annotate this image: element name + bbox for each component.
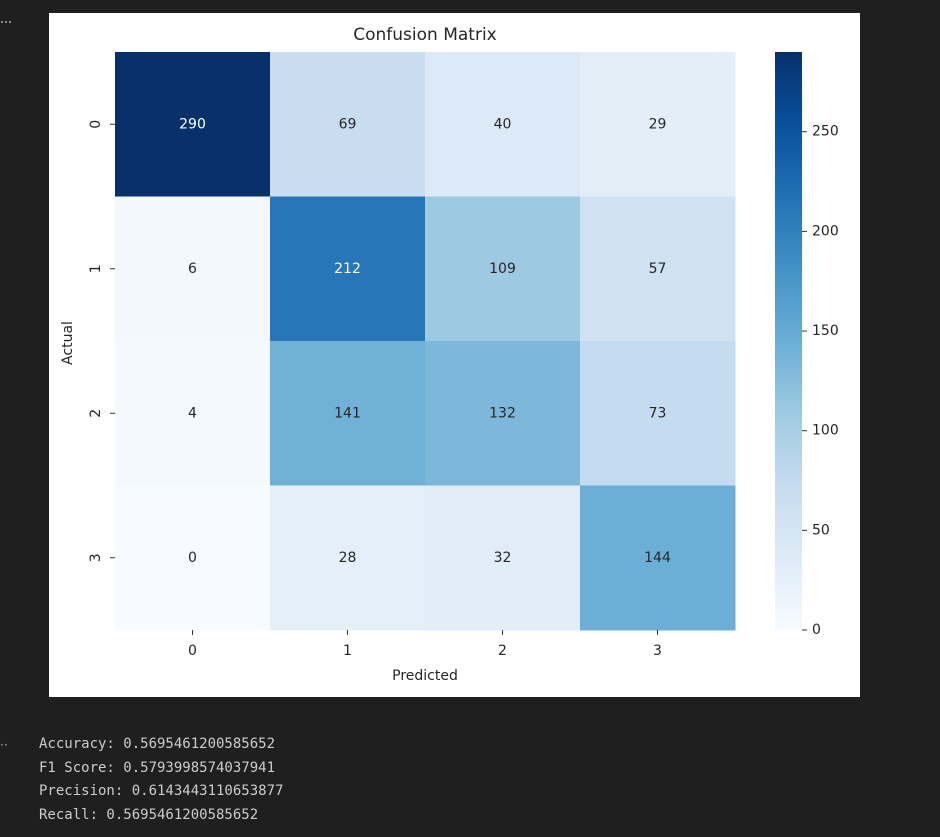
colorbar-tick-label: 200 bbox=[812, 223, 839, 239]
heatmap-cell bbox=[270, 196, 426, 342]
heatmap-cell bbox=[580, 196, 736, 342]
output-line: Precision: 0.6143443110653877 bbox=[39, 783, 284, 799]
cell-value-label: 57 bbox=[649, 261, 667, 277]
chart: Confusion Matrix Predicted Actual 290 69 4… bbox=[1, 13, 860, 697]
heatmap-cell bbox=[270, 52, 426, 197]
colorbar-tick-label: 50 bbox=[812, 522, 830, 538]
cell-value-label: 40 bbox=[494, 116, 512, 132]
output-line: Recall: 0.5695461200585652 bbox=[39, 806, 259, 823]
heatmap-cell bbox=[115, 485, 271, 631]
y-tick-label: 1 bbox=[88, 264, 104, 273]
y-tick-label: 3 bbox=[88, 553, 104, 562]
cell-value-label: 73 bbox=[649, 405, 667, 421]
cell-value-label: 132 bbox=[489, 405, 516, 421]
heatmap-cell bbox=[425, 52, 581, 197]
cell-value-label: 141 bbox=[334, 405, 361, 421]
y-tick-label: 2 bbox=[88, 409, 104, 418]
y-tick-label: 0 bbox=[88, 120, 104, 129]
colorbar bbox=[775, 52, 802, 630]
heatmap-cell bbox=[580, 485, 736, 631]
colorbar-tick-label: 0 bbox=[812, 622, 821, 638]
heatmap-cell bbox=[425, 341, 581, 486]
output-indicator: ·· bbox=[0, 738, 8, 752]
cell-value-label: 144 bbox=[644, 550, 671, 566]
x-tick-label: 0 bbox=[188, 643, 197, 659]
cell-value-label: 290 bbox=[179, 116, 206, 132]
x-axis-label: Predicted bbox=[392, 668, 458, 684]
heatmap-cell bbox=[425, 485, 581, 631]
chart-title: Confusion Matrix bbox=[353, 25, 497, 45]
colorbar-tick-label: 250 bbox=[812, 124, 839, 140]
cell-value-label: 28 bbox=[339, 550, 357, 566]
heatmap-cell bbox=[270, 341, 426, 486]
x-tick-label: 3 bbox=[653, 643, 662, 659]
heatmap-cell bbox=[115, 52, 271, 197]
cell-value-label: 109 bbox=[489, 261, 516, 277]
cell-value-label: 6 bbox=[188, 261, 197, 277]
ellipsis-icon bbox=[1, 21, 11, 23]
cell-value-label: 69 bbox=[339, 116, 357, 132]
cell-value-label: 32 bbox=[494, 550, 512, 566]
cell-value-label: 29 bbox=[649, 116, 667, 132]
colorbar-tick-label: 150 bbox=[812, 323, 839, 339]
colorbar-tick-label: 100 bbox=[812, 423, 839, 439]
cell-value-label: 212 bbox=[334, 261, 361, 277]
output-line: Accuracy: 0.5695461200585652 bbox=[39, 736, 276, 752]
x-tick-label: 2 bbox=[498, 643, 507, 659]
heatmap-cell bbox=[580, 52, 736, 197]
heatmap-cell bbox=[425, 196, 581, 342]
heatmap-cell bbox=[115, 341, 271, 486]
y-axis-label: Actual bbox=[60, 321, 76, 365]
cell-value-label: 0 bbox=[188, 550, 197, 566]
cell-value-label: 4 bbox=[188, 405, 197, 421]
x-tick-label: 1 bbox=[343, 643, 352, 659]
heatmap-cell bbox=[270, 485, 426, 631]
heatmap-cell bbox=[580, 341, 736, 486]
output-line: F1 Score: 0.5793998574037941 bbox=[39, 759, 276, 776]
heatmap-cell bbox=[115, 196, 271, 342]
